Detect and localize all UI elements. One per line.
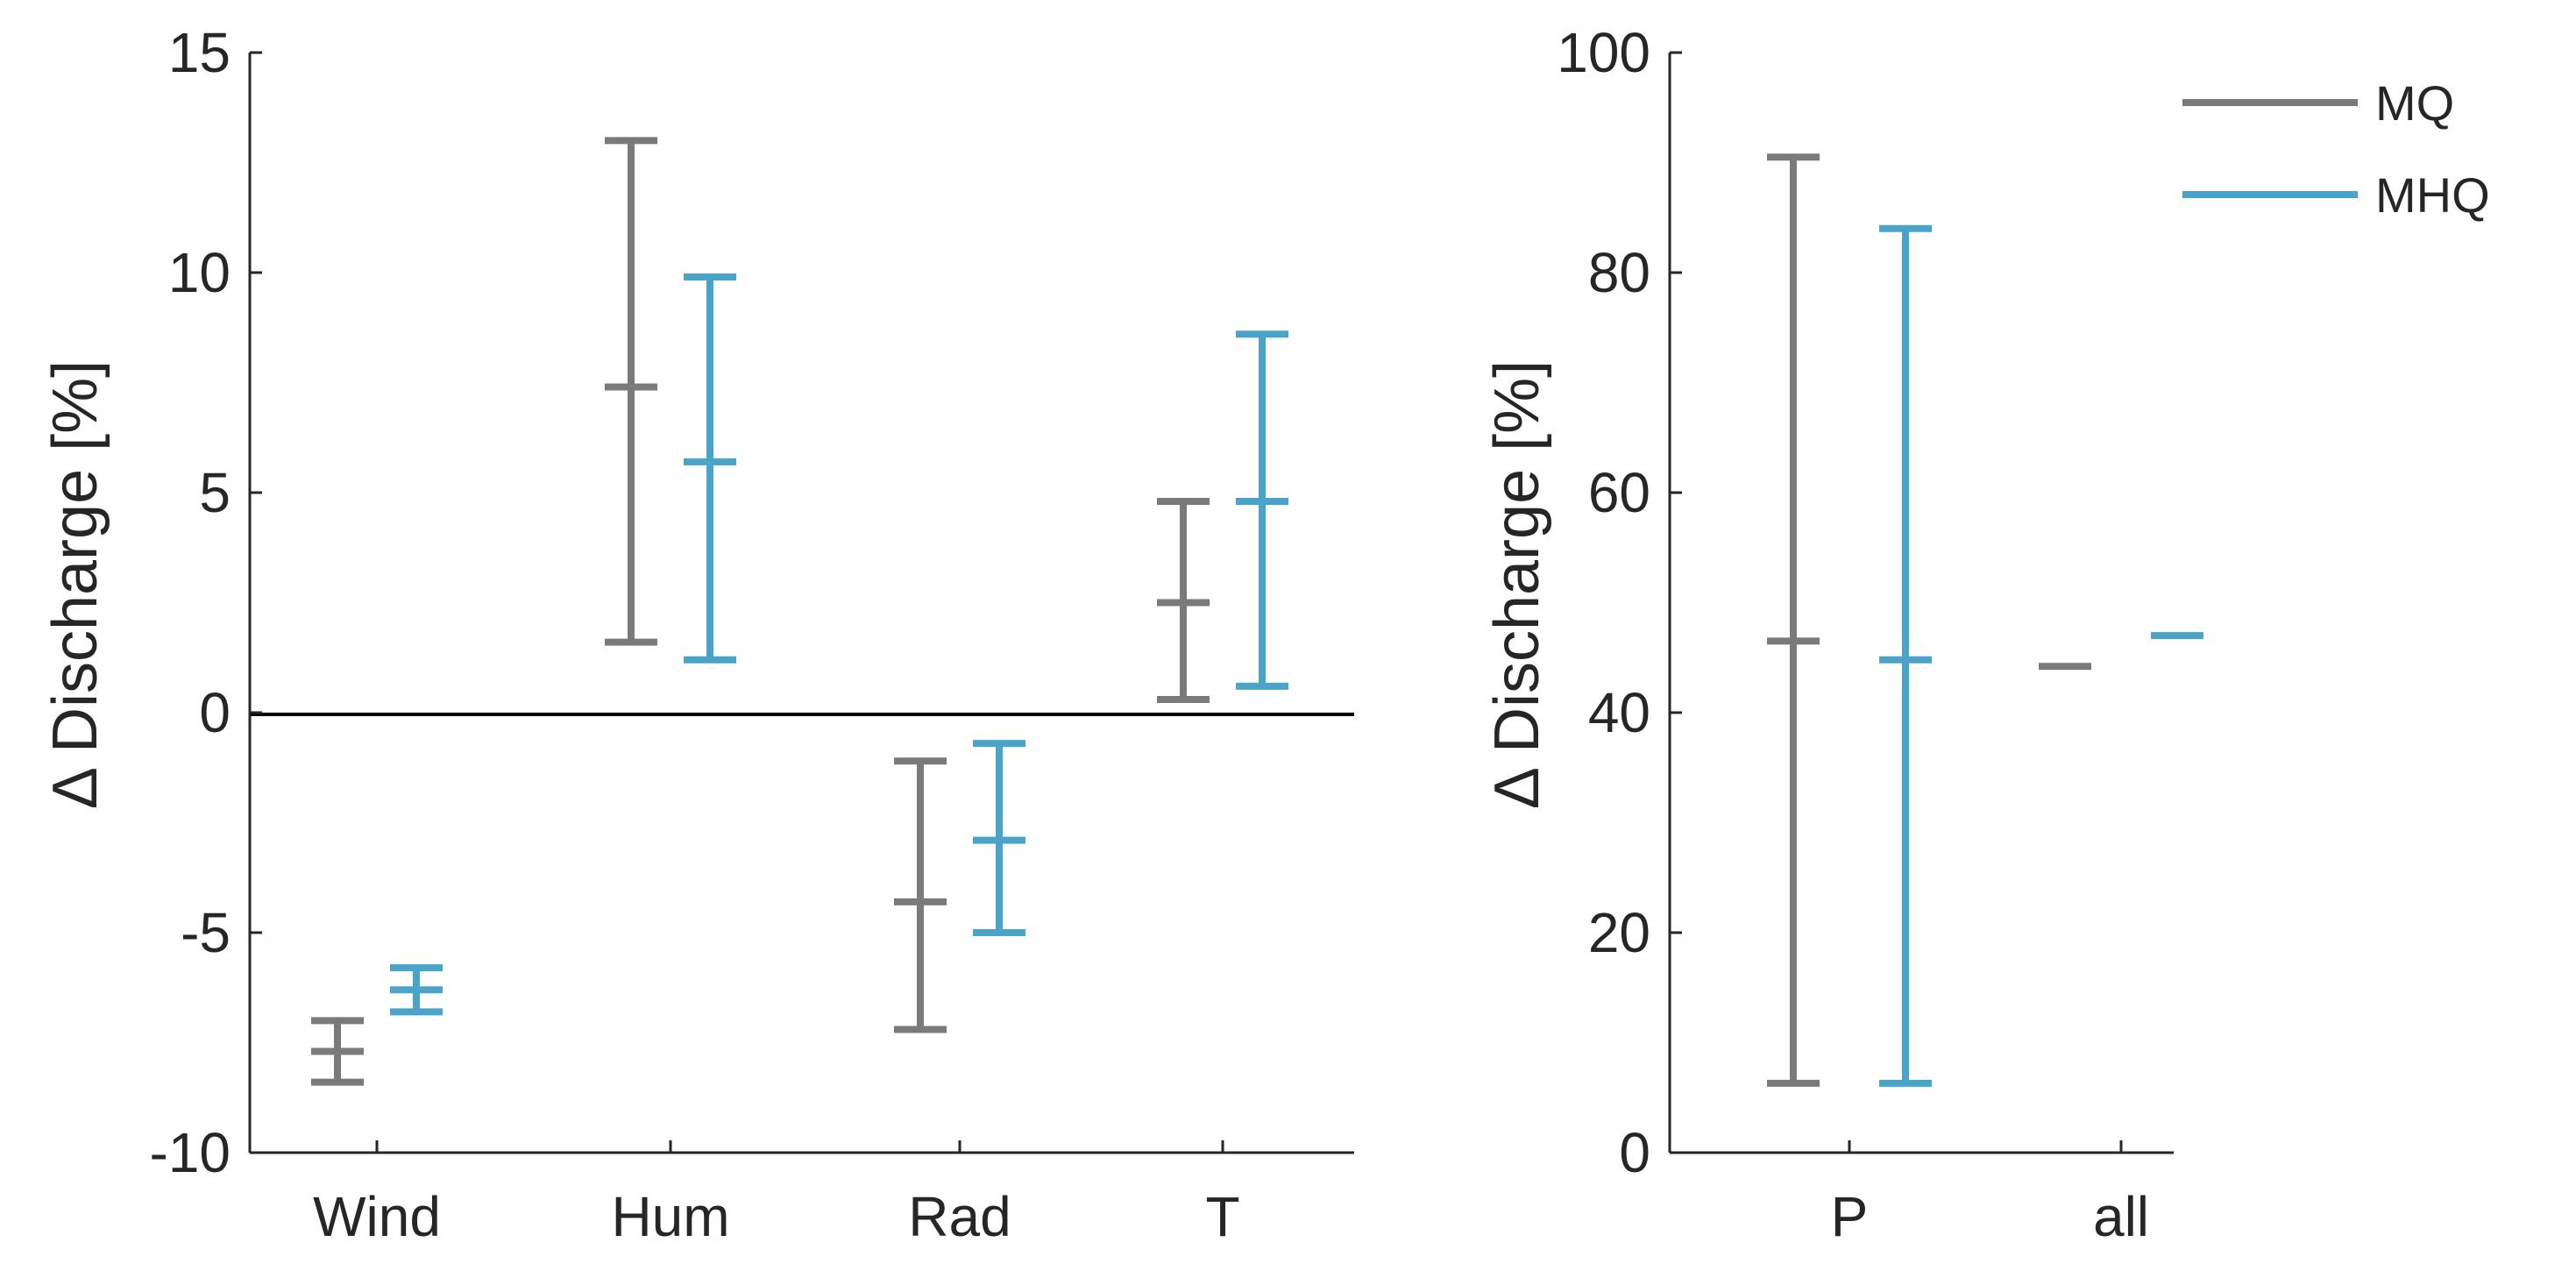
left-y-tick-label: 5 — [199, 461, 231, 524]
left-y-tick-label: -5 — [181, 901, 231, 964]
left-x-tick-label: Rad — [908, 1185, 1011, 1248]
left-chart-panel: -10 -5 0 5 10 15 Wind Hum Rad T Δ Discharge [%] — [40, 21, 1354, 1248]
right-y-axis-label: Δ Discharge [%] — [1482, 360, 1552, 809]
right-chart-axes — [1668, 51, 2174, 1154]
legend-label-mq: MQ — [2375, 75, 2454, 131]
right-y-tick-label: 80 — [1588, 241, 1650, 304]
right-y-tick-label: 0 — [1619, 1121, 1650, 1184]
left-x-tick-labels: Wind Hum Rad T — [313, 1185, 1239, 1248]
right-y-tick-label: 20 — [1588, 901, 1650, 964]
errorbar-mhq-t — [1236, 330, 1288, 690]
right-y-tick-label: 100 — [1557, 21, 1650, 84]
left-y-tick-label: 10 — [168, 241, 231, 304]
left-x-tick-label: Wind — [313, 1185, 441, 1248]
left-y-tick-label: 0 — [199, 681, 231, 744]
errorbar-mq-rad — [894, 757, 947, 1033]
left-y-axis-label: Δ Discharge [%] — [40, 360, 110, 809]
left-y-tick-labels: -10 -5 0 5 10 15 — [150, 21, 231, 1184]
errorbar-mhq-rad — [973, 740, 1025, 936]
errorbar-mq-t — [1157, 498, 1210, 703]
left-y-tick-label: 15 — [168, 21, 231, 84]
legend-label-mhq: MHQ — [2375, 167, 2490, 223]
errorbar-mq-hum — [605, 137, 657, 646]
left-chart-axes — [248, 51, 1354, 1154]
right-chart-marks — [1767, 153, 2203, 1087]
right-x-tick-label: all — [2093, 1185, 2149, 1248]
errorbar-mq-p — [1767, 153, 1820, 1087]
errorbar-mhq-p — [1879, 224, 1932, 1087]
left-x-tick-label: Hum — [611, 1185, 729, 1248]
errorbar-mq-wind — [311, 1017, 364, 1086]
legend: MQ MHQ — [2182, 75, 2490, 223]
right-y-tick-labels: 0 20 40 60 80 100 — [1557, 21, 1650, 1184]
right-y-tick-label: 40 — [1588, 681, 1650, 744]
right-y-tick-label: 60 — [1588, 461, 1650, 524]
left-chart-marks — [311, 137, 1288, 1086]
left-x-tick-label: T — [1205, 1185, 1239, 1248]
errorbar-mhq-wind — [390, 964, 443, 1016]
left-y-tick-label: -10 — [150, 1121, 231, 1184]
right-x-tick-label: P — [1831, 1185, 1869, 1248]
errorbar-mhq-hum — [684, 273, 736, 664]
